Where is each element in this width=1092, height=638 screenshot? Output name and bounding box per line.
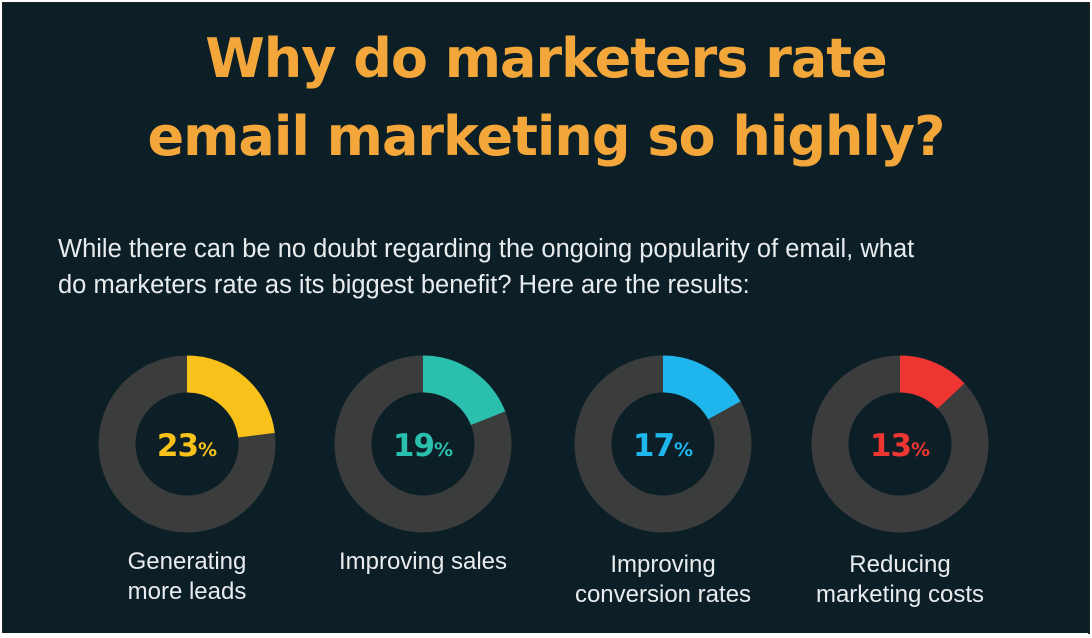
donut-4: 13% Reducing marketing costs bbox=[811, 355, 989, 608]
donut-segment bbox=[662, 355, 741, 420]
donut-2: 19% Improving sales bbox=[334, 355, 512, 575]
category-label: more leads bbox=[128, 578, 247, 605]
intro-text: While there can be no doubt regarding th… bbox=[58, 231, 1058, 303]
category-label: Improving sales bbox=[339, 548, 507, 575]
category-label: conversion rates bbox=[575, 581, 751, 608]
donut-segment bbox=[422, 355, 506, 426]
category-label: Improving bbox=[610, 551, 715, 578]
donut-segment bbox=[186, 355, 275, 439]
page-title-line-2: email marketing so highly? bbox=[147, 105, 946, 168]
category-label: Reducing bbox=[849, 551, 950, 578]
intro-line-2: do marketers rate as its biggest benefit… bbox=[58, 271, 750, 299]
page-title-line-1: Why do marketers rate bbox=[205, 27, 888, 90]
category-label: Generating bbox=[128, 548, 247, 575]
donut-segment bbox=[899, 355, 965, 410]
value-label: 17% bbox=[633, 428, 693, 464]
donut-3: 17% Improving conversion rates bbox=[574, 355, 752, 608]
donut-1: 23% Generating more leads bbox=[98, 355, 276, 605]
value-label: 19% bbox=[393, 428, 453, 464]
donut-charts: 23% Generating more leads 19% Improving sale… bbox=[98, 355, 989, 608]
category-label: marketing costs bbox=[816, 581, 984, 608]
value-label: 23% bbox=[157, 428, 217, 464]
bottom-strip bbox=[2, 633, 1088, 638]
value-label: 13% bbox=[870, 428, 930, 464]
intro-line-1: While there can be no doubt regarding th… bbox=[58, 235, 915, 263]
